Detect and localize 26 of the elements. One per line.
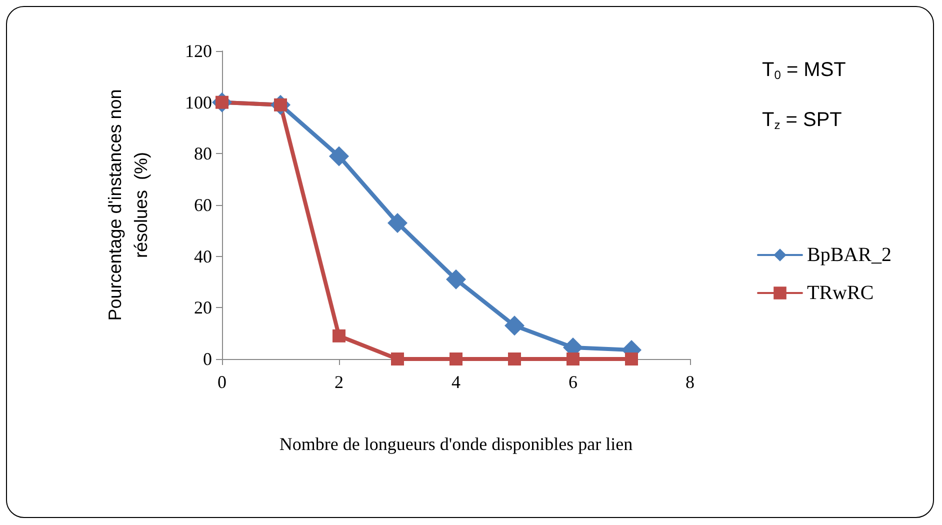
y-tick-label: 0 xyxy=(203,349,212,369)
y-tick-label: 40 xyxy=(194,246,212,266)
x-tick-label: 4 xyxy=(452,372,460,392)
point xyxy=(504,316,524,336)
point xyxy=(450,352,462,366)
point xyxy=(391,352,404,366)
point xyxy=(566,352,580,366)
legend-label: TRwRC xyxy=(807,282,874,304)
point xyxy=(332,329,346,342)
x-tick-label: 0 xyxy=(218,372,226,392)
point xyxy=(329,146,349,166)
point xyxy=(388,212,408,233)
x-tick-label: 6 xyxy=(568,372,578,392)
y-axis-title: Pourcentage d'instances non résolues (%) xyxy=(105,89,151,321)
x-tick-label: 2 xyxy=(334,372,344,392)
x-axis-title: Nombre de longueurs d'onde disponibles par lien xyxy=(279,434,633,454)
y-tick-label: 20 xyxy=(194,298,212,318)
y-tick-label: 80 xyxy=(194,144,212,164)
point xyxy=(446,269,466,290)
y-tick-label: 120 xyxy=(185,41,212,61)
y-tick-label: 60 xyxy=(194,195,212,215)
y-tick-label: 100 xyxy=(185,92,212,112)
x-tick-label: 8 xyxy=(686,372,694,392)
point xyxy=(625,352,638,366)
legend-label: BpBAR_2 xyxy=(807,244,892,266)
point xyxy=(508,352,521,366)
